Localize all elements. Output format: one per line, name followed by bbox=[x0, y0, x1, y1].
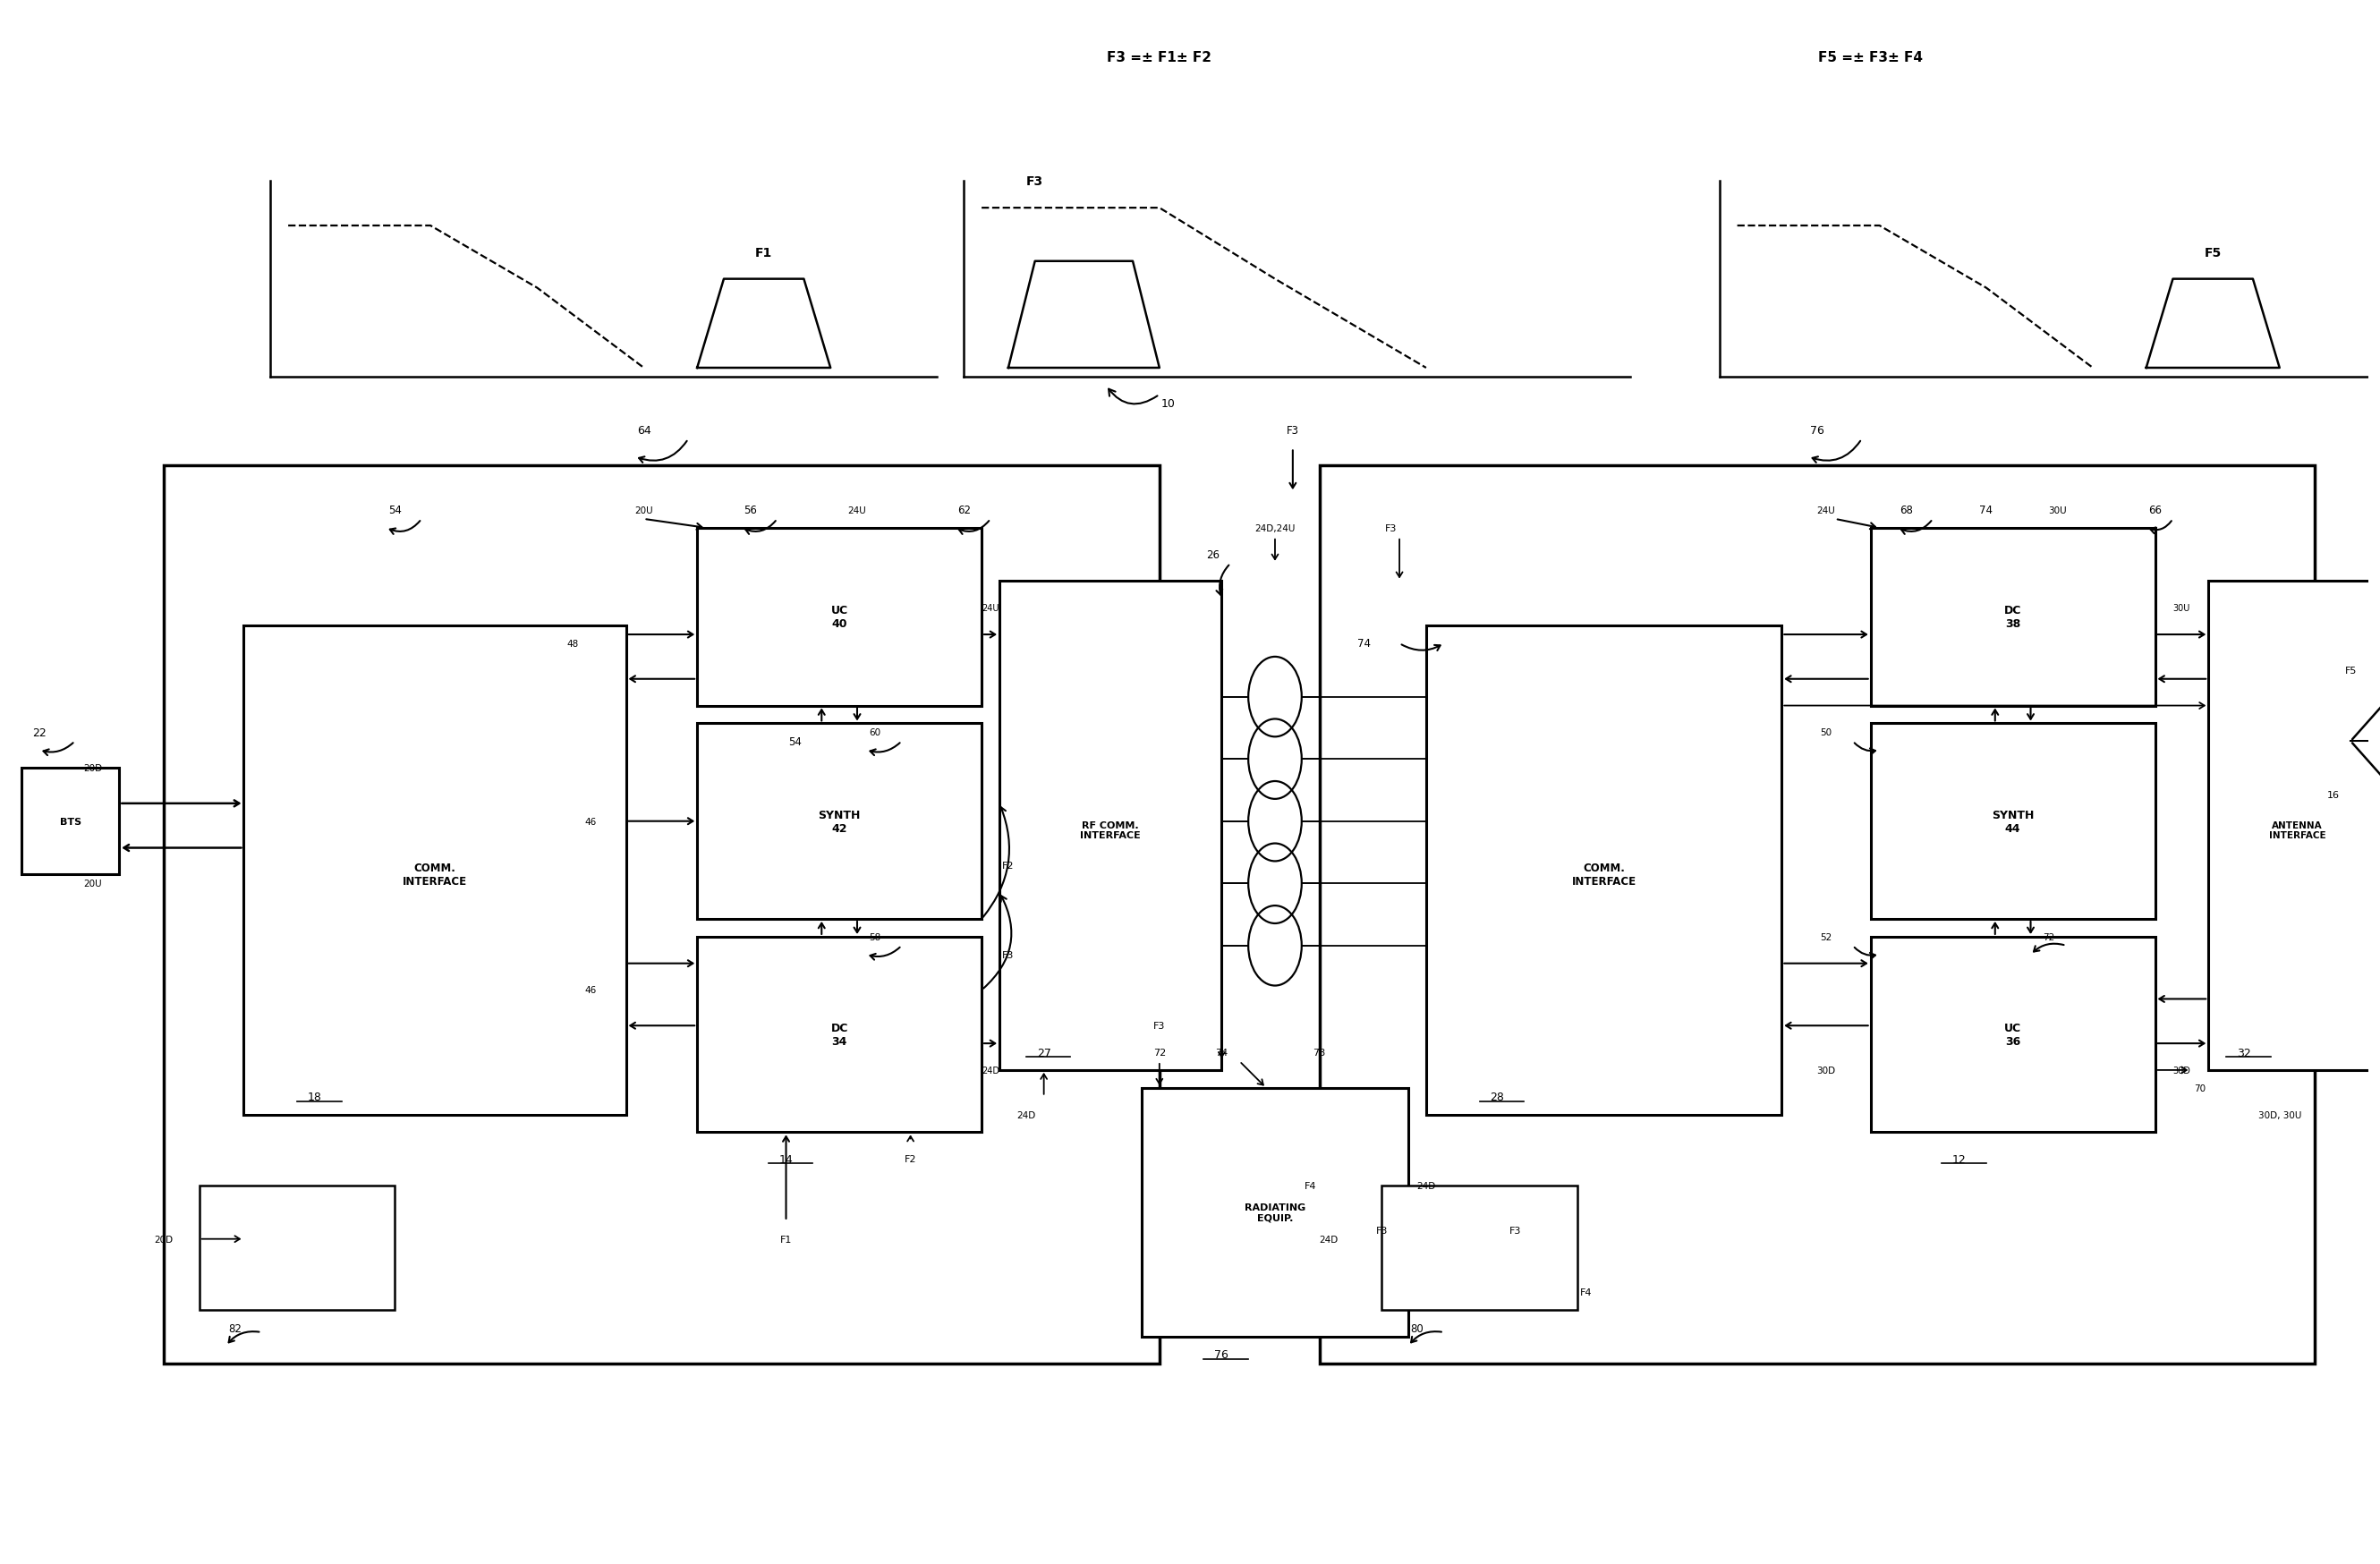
Text: 30D: 30D bbox=[2173, 1065, 2190, 1074]
Bar bbox=[1871, 529, 2154, 705]
Text: 24D: 24D bbox=[1416, 1181, 1435, 1190]
Text: F3 =± F1± F2: F3 =± F1± F2 bbox=[1107, 50, 1211, 64]
Text: 74: 74 bbox=[1980, 505, 1992, 516]
Text: DC
38: DC 38 bbox=[2004, 605, 2021, 630]
Text: 62: 62 bbox=[957, 505, 971, 516]
Text: F4: F4 bbox=[1580, 1289, 1592, 1297]
Text: RF COMM.
INTERFACE: RF COMM. INTERFACE bbox=[1081, 821, 1140, 840]
Text: 28: 28 bbox=[1490, 1092, 1504, 1103]
Bar bbox=[697, 529, 981, 705]
Text: 14: 14 bbox=[778, 1153, 793, 1165]
Text: SYNTH
42: SYNTH 42 bbox=[819, 809, 862, 834]
Text: 24U: 24U bbox=[1816, 507, 1835, 515]
Text: 74: 74 bbox=[1357, 638, 1371, 649]
Text: 54: 54 bbox=[388, 505, 402, 516]
Text: 32: 32 bbox=[2237, 1046, 2251, 1059]
Text: 30U: 30U bbox=[2173, 604, 2190, 613]
Text: F3: F3 bbox=[1154, 1021, 1166, 1031]
Bar bbox=[697, 724, 981, 920]
Text: F1: F1 bbox=[754, 247, 774, 260]
Text: UC
40: UC 40 bbox=[831, 605, 847, 630]
Text: ANTENNA
INTERFACE: ANTENNA INTERFACE bbox=[2268, 821, 2325, 840]
Text: 16: 16 bbox=[2328, 790, 2340, 799]
Text: 76: 76 bbox=[1214, 1348, 1228, 1361]
Text: 74: 74 bbox=[1216, 1048, 1228, 1057]
Text: 46: 46 bbox=[585, 985, 597, 995]
Text: 12: 12 bbox=[1952, 1153, 1966, 1165]
Text: 64: 64 bbox=[638, 425, 650, 436]
Text: F2: F2 bbox=[904, 1154, 916, 1164]
Text: 76: 76 bbox=[1811, 425, 1825, 436]
Text: 66: 66 bbox=[2149, 505, 2161, 516]
Text: COMM.
INTERFACE: COMM. INTERFACE bbox=[402, 862, 466, 887]
Bar bbox=[200, 1186, 395, 1311]
Text: 72: 72 bbox=[2042, 932, 2054, 942]
Text: 22: 22 bbox=[33, 727, 45, 738]
Bar bbox=[1000, 582, 1221, 1070]
Text: SYNTH
44: SYNTH 44 bbox=[1992, 809, 2035, 834]
Bar bbox=[1871, 937, 2154, 1132]
Text: 48: 48 bbox=[566, 640, 578, 649]
Text: 30D: 30D bbox=[1816, 1065, 1835, 1074]
Bar bbox=[1319, 466, 2316, 1364]
Text: 24D: 24D bbox=[981, 1065, 1000, 1074]
Bar bbox=[164, 466, 1159, 1364]
Text: 20D: 20D bbox=[155, 1234, 174, 1243]
Bar bbox=[1142, 1089, 1409, 1337]
Text: COMM.
INTERFACE: COMM. INTERFACE bbox=[1571, 862, 1635, 887]
Text: 72: 72 bbox=[1152, 1048, 1166, 1057]
Text: 24D,24U: 24D,24U bbox=[1254, 524, 1295, 533]
Text: 10: 10 bbox=[1161, 399, 1176, 410]
Text: 20U: 20U bbox=[83, 879, 102, 888]
Text: 80: 80 bbox=[1411, 1322, 1423, 1334]
Text: F5: F5 bbox=[2204, 247, 2221, 260]
Text: 20D: 20D bbox=[83, 763, 102, 773]
Text: F3: F3 bbox=[1376, 1226, 1388, 1234]
Text: 46: 46 bbox=[585, 816, 597, 826]
Text: 52: 52 bbox=[1821, 932, 1833, 942]
Text: F5: F5 bbox=[2344, 666, 2356, 676]
Bar bbox=[1426, 626, 1783, 1115]
Bar bbox=[21, 768, 119, 874]
Text: 27: 27 bbox=[1038, 1046, 1052, 1059]
Text: F3: F3 bbox=[1509, 1226, 1521, 1234]
Text: 30U: 30U bbox=[2049, 507, 2066, 515]
Text: 54: 54 bbox=[788, 735, 802, 748]
Text: 82: 82 bbox=[228, 1322, 240, 1334]
Text: 50: 50 bbox=[1821, 729, 1833, 737]
Bar bbox=[697, 937, 981, 1132]
Text: 18: 18 bbox=[307, 1092, 321, 1103]
Text: 24D: 24D bbox=[1016, 1110, 1035, 1120]
Text: F3: F3 bbox=[1288, 425, 1299, 436]
Text: 20U: 20U bbox=[635, 507, 652, 515]
Text: F2: F2 bbox=[1002, 862, 1014, 871]
Text: F1: F1 bbox=[781, 1234, 793, 1243]
Text: 26: 26 bbox=[1207, 549, 1219, 561]
Bar bbox=[1383, 1186, 1578, 1311]
Text: 24D: 24D bbox=[1319, 1234, 1338, 1243]
Text: F3: F3 bbox=[1385, 524, 1397, 533]
Text: 56: 56 bbox=[745, 505, 757, 516]
Text: RADIATING
EQUIP.: RADIATING EQUIP. bbox=[1245, 1203, 1307, 1221]
Text: 68: 68 bbox=[1899, 505, 1914, 516]
Text: F4: F4 bbox=[1304, 1181, 1316, 1190]
Text: F5 =± F3± F4: F5 =± F3± F4 bbox=[1818, 50, 1923, 64]
Text: 70: 70 bbox=[2194, 1084, 2206, 1093]
Text: 58: 58 bbox=[869, 932, 881, 942]
Text: 24U: 24U bbox=[983, 604, 1000, 613]
Text: 78: 78 bbox=[1314, 1048, 1326, 1057]
Bar bbox=[1871, 724, 2154, 920]
Text: 30D, 30U: 30D, 30U bbox=[2259, 1110, 2301, 1120]
Text: F3: F3 bbox=[1026, 175, 1042, 188]
Text: 60: 60 bbox=[869, 729, 881, 737]
Bar bbox=[243, 626, 626, 1115]
Bar bbox=[2209, 582, 2380, 1070]
Text: DC
34: DC 34 bbox=[831, 1023, 847, 1048]
Text: 24U: 24U bbox=[847, 507, 866, 515]
Text: UC
36: UC 36 bbox=[2004, 1023, 2021, 1048]
Text: BTS: BTS bbox=[60, 816, 81, 826]
Text: F3: F3 bbox=[1002, 951, 1014, 959]
